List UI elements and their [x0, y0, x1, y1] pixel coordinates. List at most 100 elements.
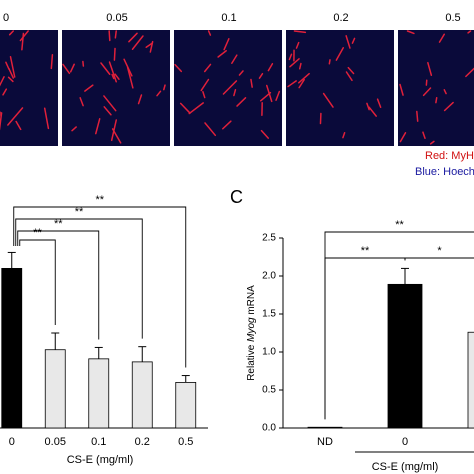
- myotube: [156, 90, 162, 97]
- myotube: [2, 88, 8, 96]
- myotube: [5, 61, 10, 70]
- myotube: [399, 131, 407, 143]
- myotube: [21, 32, 25, 51]
- panel-letter: C: [230, 187, 243, 207]
- myotube: [103, 95, 117, 112]
- myotube: [43, 107, 50, 130]
- myotube: [202, 90, 206, 99]
- myotube: [233, 89, 237, 97]
- bar: [88, 358, 110, 429]
- myotube: [435, 97, 438, 104]
- myotube: [267, 62, 274, 72]
- myotube: [250, 78, 253, 88]
- myotube: [62, 63, 71, 75]
- myotube: [287, 80, 297, 88]
- myotube: [113, 47, 116, 61]
- myotube: [288, 53, 293, 61]
- myotube: [84, 84, 94, 92]
- myotube: [416, 110, 419, 122]
- x-tick-label: 0.2: [135, 436, 150, 448]
- myotube: [438, 33, 446, 43]
- image-label: 0.5: [445, 12, 460, 24]
- myotube: [95, 118, 101, 135]
- myotube: [427, 61, 433, 77]
- myotube: [222, 80, 238, 95]
- y-axis-label: Relative Myog mRNA: [246, 285, 257, 381]
- myotube: [345, 71, 353, 82]
- bar: [307, 426, 343, 429]
- micrograph: [286, 30, 394, 146]
- myotube: [108, 30, 111, 42]
- myotube: [260, 129, 269, 139]
- myotube: [366, 102, 370, 111]
- myotube: [351, 37, 356, 44]
- myotube: [231, 54, 238, 64]
- myotube: [179, 102, 191, 114]
- myotube: [223, 38, 230, 51]
- myotube: [422, 87, 432, 97]
- myotube: [174, 63, 183, 73]
- myotube: [131, 35, 144, 51]
- myotube: [100, 62, 111, 75]
- y-label-part: Relative: [246, 342, 257, 381]
- image-label: 0.2: [333, 12, 348, 24]
- myotube: [8, 67, 15, 79]
- y-tick-label: 2.0: [262, 271, 276, 282]
- myotube: [328, 59, 331, 65]
- bar: [467, 331, 474, 429]
- bar: [387, 283, 423, 429]
- myotube: [103, 106, 112, 116]
- myotube: [50, 54, 54, 70]
- significance-bracket: [404, 257, 474, 261]
- bar: [131, 361, 153, 429]
- myotube: [322, 92, 334, 108]
- myotube: [443, 89, 447, 95]
- myotube: [345, 35, 351, 49]
- myotube: [0, 76, 5, 87]
- myotube: [335, 47, 345, 61]
- myotube: [69, 63, 75, 73]
- myotube: [111, 128, 122, 144]
- myotube: [137, 94, 143, 105]
- myotube: [429, 140, 435, 145]
- legend-red: Red: MyHC: [425, 150, 474, 162]
- bar: [175, 381, 197, 429]
- micrograph: [398, 30, 474, 146]
- myotube: [298, 78, 305, 89]
- myotube: [126, 66, 134, 89]
- myotube: [376, 98, 382, 109]
- myotube: [145, 42, 153, 49]
- myotube: [82, 60, 85, 67]
- significance-bracket: [19, 239, 56, 325]
- myotube: [200, 78, 210, 92]
- bar: [44, 349, 66, 429]
- y-label-part: Myog: [246, 317, 257, 342]
- myotube: [422, 131, 426, 140]
- micrograph: [0, 30, 58, 146]
- myotube: [207, 30, 212, 36]
- myotube: [19, 30, 29, 42]
- myotube: [163, 84, 166, 91]
- myotube: [0, 112, 3, 131]
- myotube: [443, 101, 454, 112]
- myotube: [465, 67, 474, 78]
- myotube: [347, 66, 355, 75]
- y-tick-label: 2.5: [262, 233, 276, 244]
- significance-label: **: [395, 219, 404, 231]
- significance-bracket: [324, 231, 474, 420]
- x-tick-label: 0.05: [45, 436, 66, 448]
- myotube: [7, 107, 24, 126]
- myotube: [7, 76, 14, 83]
- myotube: [8, 30, 14, 36]
- significance-bracket: [13, 206, 187, 368]
- myotube: [368, 106, 377, 117]
- myotube: [342, 132, 346, 139]
- y-tick-label: 0.5: [262, 385, 276, 396]
- bar: [1, 267, 23, 429]
- image-label: 0.1: [221, 12, 236, 24]
- myotube: [108, 61, 117, 83]
- micrograph: [62, 30, 170, 146]
- myotube: [79, 97, 84, 107]
- significance-label: **: [54, 218, 63, 230]
